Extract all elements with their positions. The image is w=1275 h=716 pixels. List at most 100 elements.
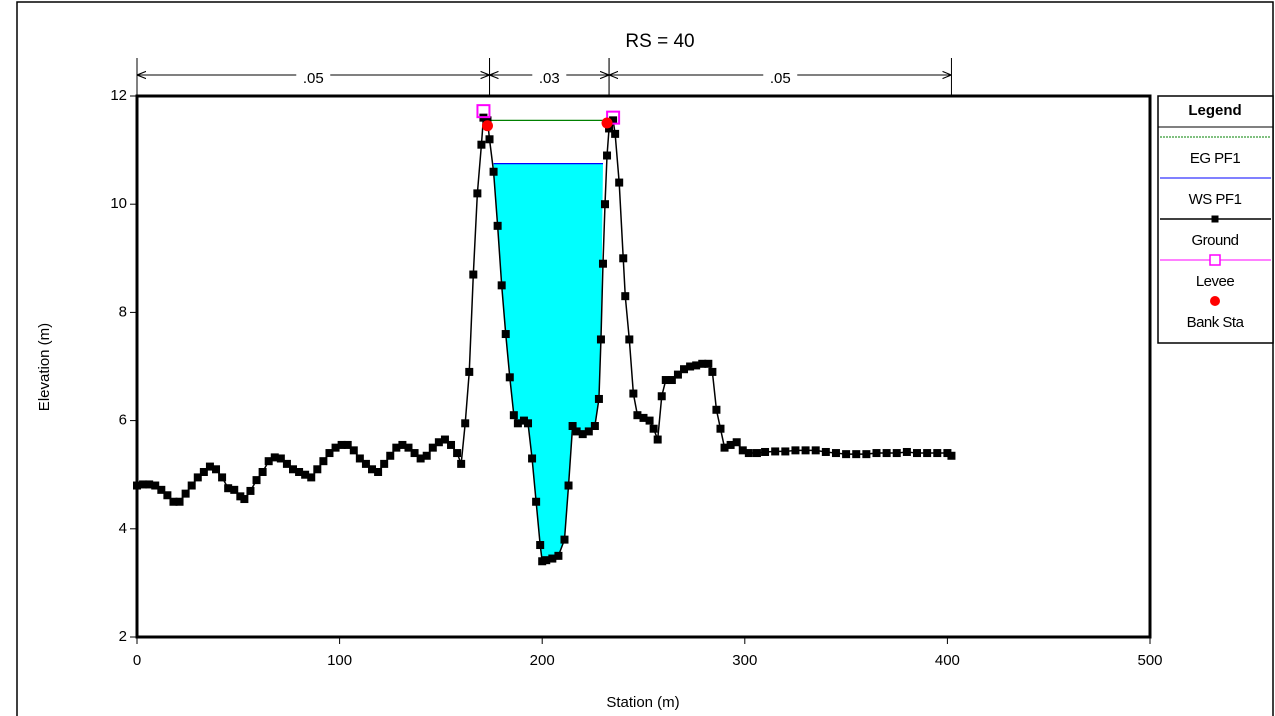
ground-point xyxy=(276,454,285,463)
water-fill xyxy=(493,163,603,562)
outer-frame xyxy=(16,1,1274,716)
ground-point xyxy=(913,449,922,458)
roughness-label: .03 xyxy=(539,70,560,87)
ground-point xyxy=(157,485,166,494)
ground-point xyxy=(465,367,474,376)
ground-point xyxy=(771,447,780,456)
ground-point xyxy=(497,281,506,290)
legend-label: EG PF1 xyxy=(1190,150,1241,167)
ground-point xyxy=(319,457,328,466)
roughness-label-bg xyxy=(532,65,567,85)
ground-point xyxy=(469,270,478,279)
ground-point xyxy=(477,140,486,149)
ground-point xyxy=(554,551,563,560)
x-axis-label: Station (m) xyxy=(606,694,679,711)
y-tick-label: 10 xyxy=(110,195,127,212)
ground-point xyxy=(933,449,942,458)
ground-point xyxy=(720,443,729,452)
ground-point xyxy=(434,438,443,447)
ground-point xyxy=(596,335,605,344)
roughness-label: .05 xyxy=(303,70,324,87)
ground-point xyxy=(752,449,761,458)
ground-point xyxy=(781,447,790,456)
ground-point xyxy=(680,365,689,374)
levee-point xyxy=(476,104,491,119)
ground-point xyxy=(199,467,208,476)
ground-point xyxy=(282,459,291,468)
ground-point xyxy=(473,189,482,198)
chart-title: RS = 40 xyxy=(625,31,694,52)
ground-point xyxy=(175,497,184,506)
legend-marker xyxy=(1209,254,1221,266)
ground-point xyxy=(862,450,871,459)
ground-point xyxy=(410,449,419,458)
ground-point xyxy=(528,454,537,463)
ground-point xyxy=(380,459,389,468)
ground-point xyxy=(653,435,662,444)
legend-title: Legend xyxy=(1188,102,1241,119)
ground-point xyxy=(532,497,541,506)
ground-point xyxy=(258,467,267,476)
ground-point xyxy=(416,454,425,463)
ground-point xyxy=(673,370,682,379)
ground-point xyxy=(542,556,551,565)
ground-point xyxy=(568,422,577,431)
ground-point xyxy=(633,411,642,420)
ground-point xyxy=(609,116,618,125)
ground-point xyxy=(289,465,298,474)
ground-point xyxy=(361,459,370,468)
ground-point xyxy=(791,446,800,455)
ground-point xyxy=(649,424,658,433)
ground-point xyxy=(625,335,634,344)
ground-point xyxy=(704,359,713,368)
ground-point xyxy=(732,438,741,447)
ground-point xyxy=(639,413,648,422)
ground-point xyxy=(270,453,279,462)
y-axis-label: Elevation (m) xyxy=(36,323,53,411)
ground-point xyxy=(193,473,202,482)
x-tick-label: 500 xyxy=(1137,652,1162,669)
ground-point xyxy=(712,405,721,414)
ground-point xyxy=(603,151,612,160)
plot-frame xyxy=(135,94,1152,639)
ground-point xyxy=(331,443,340,452)
ground-point xyxy=(163,491,172,500)
ground-point xyxy=(145,480,154,489)
ground-point xyxy=(212,465,221,474)
legend-label: Bank Sta xyxy=(1187,314,1245,331)
ground-point xyxy=(923,449,932,458)
ground-point xyxy=(368,465,377,474)
bank-point xyxy=(481,120,493,132)
ground-point xyxy=(447,440,456,449)
ground-point xyxy=(187,481,196,490)
ground-point xyxy=(236,492,245,501)
ground-point xyxy=(661,376,670,385)
ground-point xyxy=(422,451,431,460)
ground-point xyxy=(453,449,462,458)
ground-point xyxy=(493,221,502,230)
ground-point xyxy=(629,389,638,398)
ground-point xyxy=(509,411,518,420)
ground-point xyxy=(205,462,214,471)
ground-point xyxy=(169,497,178,506)
ground-point xyxy=(218,473,227,482)
ground-point xyxy=(313,465,322,474)
ground-point xyxy=(605,124,614,133)
ground-point xyxy=(246,486,255,495)
ground-point xyxy=(295,467,304,476)
ground-point xyxy=(572,427,581,436)
ground-point xyxy=(461,419,470,428)
x-tick-label: 300 xyxy=(732,652,757,669)
ground-point xyxy=(485,135,494,144)
ground-point xyxy=(457,459,466,468)
ground-point xyxy=(615,178,624,187)
x-tick-label: 400 xyxy=(935,652,960,669)
ground-point xyxy=(536,541,545,550)
roughness-label-bg xyxy=(296,65,331,85)
ground-point xyxy=(645,416,654,425)
ground-point xyxy=(831,449,840,458)
ground-point xyxy=(398,440,407,449)
ground-point xyxy=(519,416,528,425)
ground-point xyxy=(513,419,522,428)
ground-point xyxy=(708,367,717,376)
